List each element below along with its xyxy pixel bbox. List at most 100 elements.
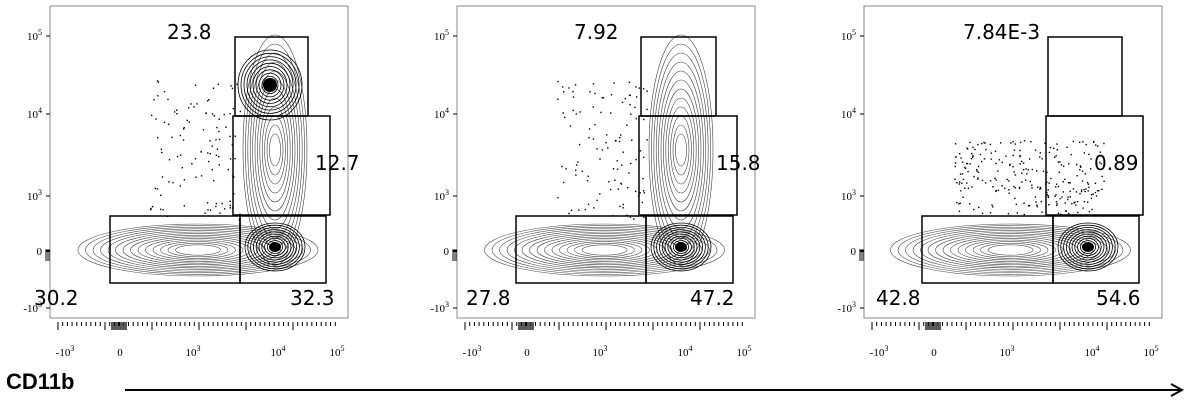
event-dot — [620, 182, 622, 185]
event-dot — [628, 81, 631, 84]
event-dot — [981, 142, 983, 145]
event-dot — [977, 165, 980, 168]
event-dot — [1053, 147, 1055, 150]
x-axis-marker-label: CD11b — [6, 369, 75, 394]
event-dot — [562, 112, 564, 114]
event-dot — [205, 112, 207, 114]
event-dot — [570, 209, 573, 211]
event-dot — [976, 168, 978, 171]
y-tick-label: 105 — [434, 28, 449, 43]
event-dot — [983, 141, 985, 144]
event-dot — [1019, 154, 1022, 157]
event-dot — [1081, 170, 1084, 172]
event-dot — [575, 113, 578, 115]
event-dot — [204, 212, 206, 214]
x-tick-label: 104 — [678, 344, 693, 359]
event-dot — [1012, 166, 1014, 168]
event-dot — [619, 205, 621, 208]
density-contour — [658, 70, 704, 230]
event-dot — [972, 146, 974, 149]
event-dot — [1022, 162, 1025, 164]
event-dot — [1064, 178, 1066, 181]
density-contour — [115, 231, 281, 269]
event-dot — [1082, 207, 1084, 209]
x-tick-label: -103 — [56, 344, 75, 359]
event-dot — [954, 162, 957, 164]
event-dot — [239, 110, 242, 113]
event-dot — [1058, 171, 1060, 173]
event-dot — [958, 152, 961, 155]
event-dot — [215, 205, 217, 208]
event-dot — [150, 208, 152, 211]
event-dot — [578, 143, 581, 146]
event-dot — [1042, 170, 1045, 172]
x-tick-label: 103 — [186, 344, 201, 359]
event-dot — [961, 173, 964, 175]
event-dot — [1046, 191, 1048, 194]
event-dot — [1072, 140, 1075, 143]
density-contour — [1063, 226, 1113, 267]
event-dot — [1036, 170, 1038, 172]
event-dot — [1057, 212, 1060, 214]
event-dot — [1020, 160, 1023, 163]
event-dot — [183, 205, 186, 207]
event-dot — [961, 182, 963, 184]
event-dot — [994, 177, 996, 180]
density-contour — [673, 240, 690, 254]
density-contour — [672, 124, 690, 176]
density-contour — [972, 241, 1049, 259]
density-contour — [249, 62, 291, 108]
y-tick-label: 105 — [27, 28, 42, 43]
event-dot — [1069, 196, 1071, 198]
event-dot — [217, 155, 220, 158]
event-dot — [1059, 161, 1061, 163]
event-dot — [646, 139, 648, 141]
event-dot — [1092, 141, 1095, 143]
event-dot — [1079, 165, 1082, 167]
density-contour — [261, 235, 289, 259]
density-contour — [249, 61, 301, 239]
y-tick-label: -103 — [430, 300, 449, 315]
event-dot — [196, 103, 198, 105]
density-contour — [659, 229, 704, 265]
gate-middle — [1045, 115, 1144, 216]
event-dot — [1086, 201, 1089, 203]
density-contour — [653, 224, 709, 270]
event-dot — [1090, 197, 1093, 200]
event-dot — [990, 152, 993, 154]
event-dot — [642, 156, 645, 159]
density-contour — [92, 226, 304, 274]
event-dot — [588, 128, 591, 130]
event-dot — [1056, 149, 1059, 151]
y-tick-label: 103 — [27, 188, 42, 203]
event-dot — [1080, 190, 1083, 193]
event-dot — [609, 188, 612, 191]
event-dot — [1101, 175, 1103, 178]
event-dot — [229, 204, 232, 207]
event-dot — [221, 202, 223, 205]
event-dot — [232, 107, 235, 110]
event-dot — [1013, 185, 1015, 188]
event-dot — [599, 158, 601, 160]
event-dot — [596, 148, 598, 150]
event-dot — [1020, 172, 1023, 174]
event-dot — [156, 188, 159, 190]
density-peak — [1082, 242, 1094, 252]
event-dot — [977, 171, 980, 173]
x-tick-label: 105 — [330, 344, 345, 359]
event-dot — [621, 164, 623, 166]
event-dot — [229, 207, 232, 209]
density-contour — [655, 61, 707, 239]
event-dot — [635, 158, 637, 161]
event-dot — [207, 160, 210, 163]
density-contour — [100, 228, 296, 272]
event-dot — [157, 95, 159, 97]
event-dot — [1086, 181, 1089, 184]
density-contour — [264, 237, 286, 256]
event-dot — [1009, 163, 1011, 166]
event-dot — [215, 139, 217, 141]
gate-bottom-right — [645, 215, 734, 284]
event-dot — [977, 177, 979, 179]
event-dot — [150, 207, 152, 210]
